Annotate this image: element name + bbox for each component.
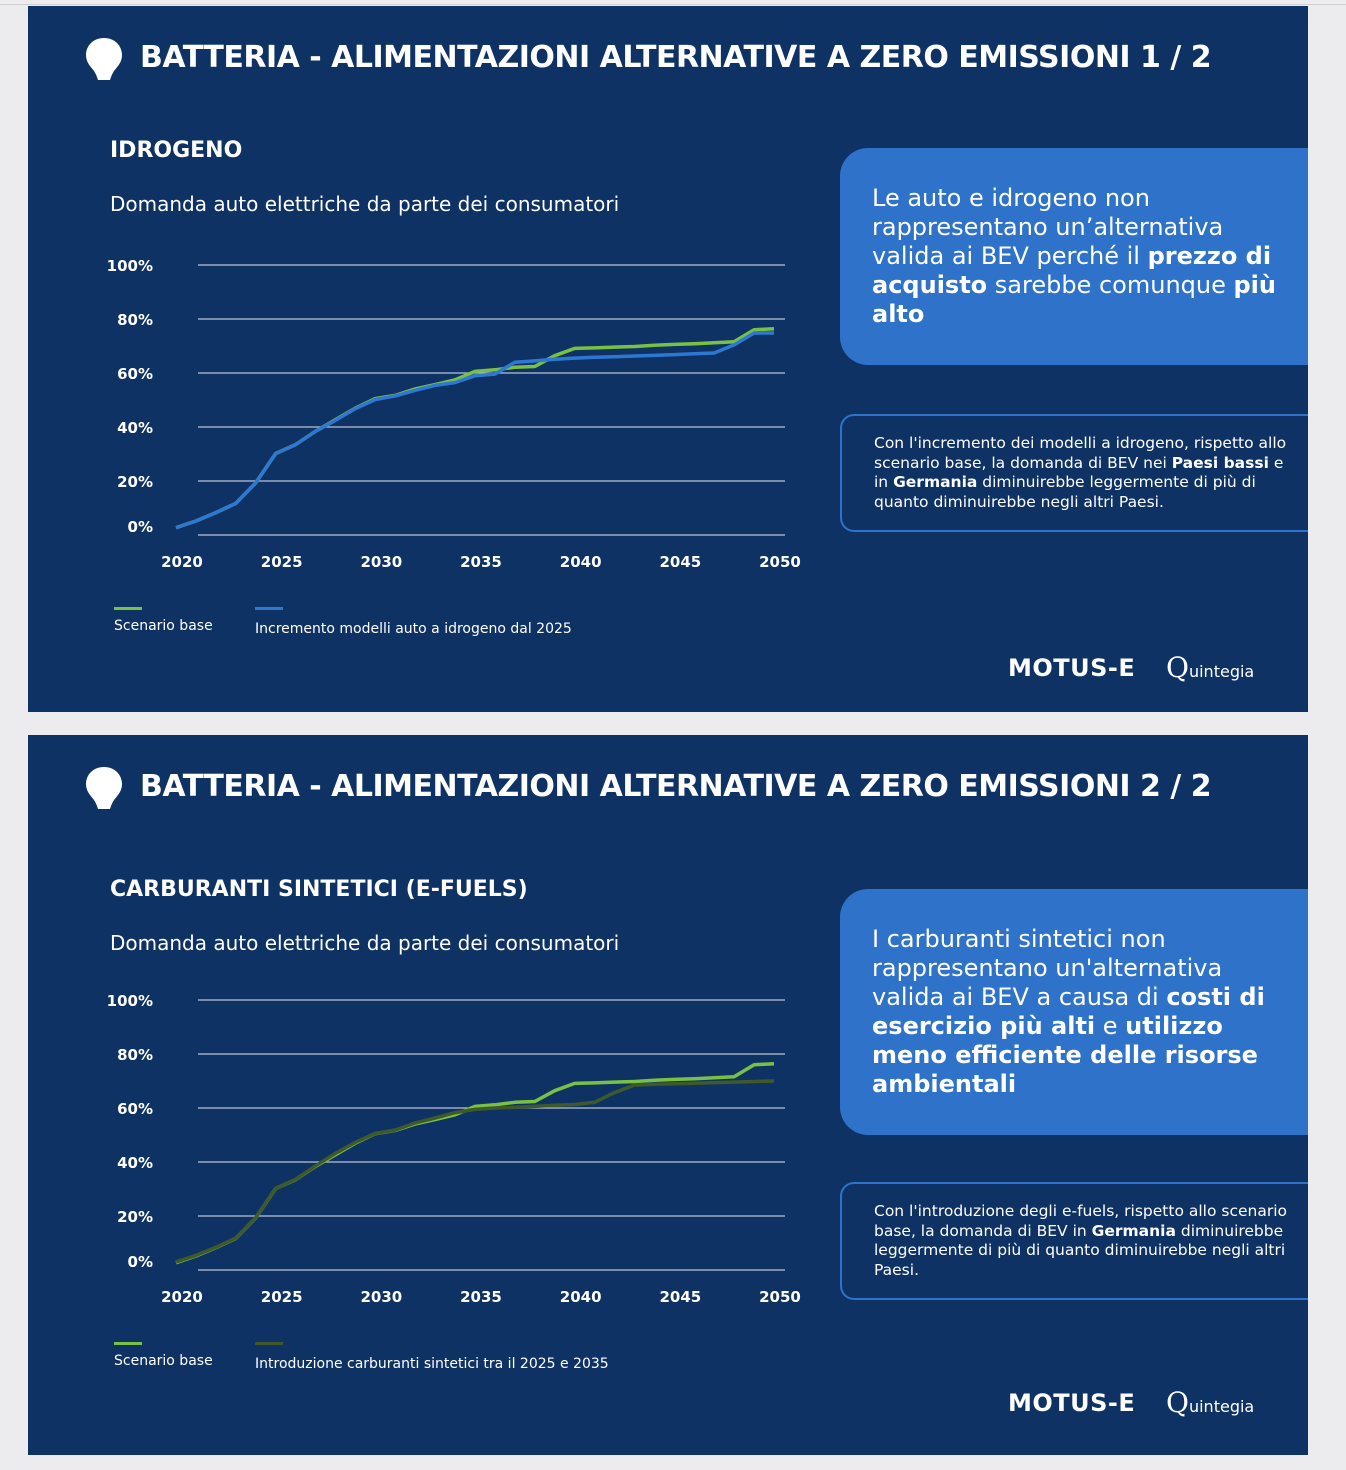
x-tick-label: 2035 bbox=[460, 1288, 502, 1306]
x-tick-label: 2030 bbox=[360, 1288, 402, 1306]
y-tick-label: 80% bbox=[117, 311, 153, 329]
quintegia-logo: Quintegia bbox=[1166, 1386, 1255, 1419]
legend-label: Scenario base bbox=[114, 1353, 213, 1369]
x-tick-label: 2040 bbox=[560, 1288, 602, 1306]
text: e bbox=[1095, 1012, 1126, 1040]
text: I carburanti sintetici non rappresentano… bbox=[872, 925, 1223, 1011]
section-subtitle: CARBURANTI SINTETICI (E-FUELS) bbox=[110, 877, 528, 902]
legend-item-1: Scenario base bbox=[114, 1342, 213, 1369]
series-line-1 bbox=[175, 1061, 775, 1265]
slide-title: BATTERIA - ALIMENTAZIONI ALTERNATIVE A Z… bbox=[140, 769, 1212, 804]
y-tick-label: 0% bbox=[128, 1253, 153, 1271]
x-tick-label: 2040 bbox=[560, 553, 602, 571]
legend-swatch bbox=[114, 1342, 142, 1345]
line-chart: 0% 20% 40% 60% 80% 100% 2020 2025 2030 2035 2040 20… bbox=[107, 992, 801, 1306]
x-tick-label: 2020 bbox=[161, 1288, 203, 1306]
emphasis-text: Germania bbox=[893, 473, 978, 491]
legend-swatch bbox=[255, 1342, 283, 1345]
note-box: Con l'introduzione degli e-fuels, rispet… bbox=[840, 1182, 1308, 1300]
text: Con l'introduzione degli e-fuels, rispet… bbox=[874, 1202, 1287, 1240]
legend-swatch bbox=[114, 607, 142, 610]
y-tick-label: 100% bbox=[107, 257, 153, 275]
motus-e-logo: MOTUS-E bbox=[1008, 654, 1136, 682]
y-tick-label: 100% bbox=[107, 992, 153, 1010]
chart-title: Domanda auto elettriche da parte dei con… bbox=[110, 931, 620, 955]
x-tick-label: 2045 bbox=[659, 1288, 701, 1306]
page-top-border bbox=[0, 4, 1346, 5]
x-tick-label: 2045 bbox=[659, 553, 701, 571]
y-tick-label: 60% bbox=[117, 365, 153, 383]
series-line-2 bbox=[175, 1079, 775, 1264]
slide-title: BATTERIA - ALIMENTAZIONI ALTERNATIVE A Z… bbox=[140, 40, 1212, 75]
note-box: Con l'incremento dei modelli a idrogeno,… bbox=[840, 414, 1308, 532]
slide-2: BATTERIA - ALIMENTAZIONI ALTERNATIVE A Z… bbox=[28, 735, 1308, 1455]
chart-title: Domanda auto elettriche da parte dei con… bbox=[110, 192, 620, 216]
x-tick-label: 2025 bbox=[261, 1288, 303, 1306]
emphasis-text: più alto bbox=[872, 271, 1276, 328]
series-line-1 bbox=[175, 326, 775, 530]
emphasis-text: prezzo di acquisto bbox=[872, 242, 1272, 299]
text: sarebbe comunque bbox=[987, 271, 1234, 299]
y-tick-label: 20% bbox=[117, 473, 153, 491]
emphasis-text: Paesi bassi bbox=[1171, 453, 1269, 472]
legend-label: Incremento modelli auto a idrogeno dal 2… bbox=[255, 621, 572, 637]
y-tick-label: 40% bbox=[117, 419, 153, 437]
callout-box: Le auto e idrogeno non rappresentano un’… bbox=[840, 148, 1308, 365]
legend-label: Introduzione carburanti sintetici tra il… bbox=[255, 1356, 609, 1372]
lightbulb-icon bbox=[86, 767, 122, 809]
slide-1: BATTERIA - ALIMENTAZIONI ALTERNATIVE A Z… bbox=[28, 6, 1308, 712]
line-chart: 0% 20% 40% 60% 80% 100% 2020 2025 2030 2035 2040 20… bbox=[107, 257, 801, 571]
motus-e-logo: MOTUS-E bbox=[1008, 1389, 1136, 1417]
y-tick-label: 40% bbox=[117, 1154, 153, 1172]
text: diminuirebbe leggermente di più di quant… bbox=[874, 1221, 1286, 1279]
legend-swatch bbox=[255, 607, 283, 610]
emphasis-text: utilizzo meno efficiente delle risorse a… bbox=[872, 1012, 1258, 1098]
text: Le auto e idrogeno non rappresentano un’… bbox=[872, 184, 1224, 270]
y-tick-label: 80% bbox=[117, 1046, 153, 1064]
y-tick-label: 0% bbox=[128, 518, 153, 536]
x-tick-label: 2020 bbox=[161, 553, 203, 571]
emphasis-text: costi di esercizio più alti bbox=[872, 983, 1265, 1040]
x-tick-label: 2050 bbox=[759, 1288, 801, 1306]
x-tick-label: 2030 bbox=[360, 553, 402, 571]
x-tick-label: 2035 bbox=[460, 553, 502, 571]
y-tick-label: 60% bbox=[117, 1100, 153, 1118]
legend-item-2: Incremento modelli auto a idrogeno dal 2… bbox=[255, 607, 572, 637]
legend-item-1: Scenario base bbox=[114, 607, 213, 634]
callout-box: I carburanti sintetici non rappresentano… bbox=[840, 889, 1308, 1135]
x-tick-label: 2025 bbox=[261, 553, 303, 571]
text: diminuirebbe leggermente di più di quant… bbox=[874, 473, 1256, 511]
section-subtitle: IDROGENO bbox=[110, 138, 243, 163]
legend-label: Scenario base bbox=[114, 618, 213, 634]
x-tick-label: 2050 bbox=[759, 553, 801, 571]
y-tick-label: 20% bbox=[117, 1208, 153, 1226]
lightbulb-icon bbox=[86, 38, 122, 80]
text: e in bbox=[874, 453, 1284, 492]
emphasis-text: Germania bbox=[1091, 1221, 1176, 1240]
legend-item-2: Introduzione carburanti sintetici tra il… bbox=[255, 1342, 609, 1372]
text: Con l'incremento dei modelli a idrogeno,… bbox=[874, 434, 1287, 472]
series-line-2 bbox=[175, 331, 774, 530]
quintegia-logo: Quintegia bbox=[1166, 651, 1255, 684]
